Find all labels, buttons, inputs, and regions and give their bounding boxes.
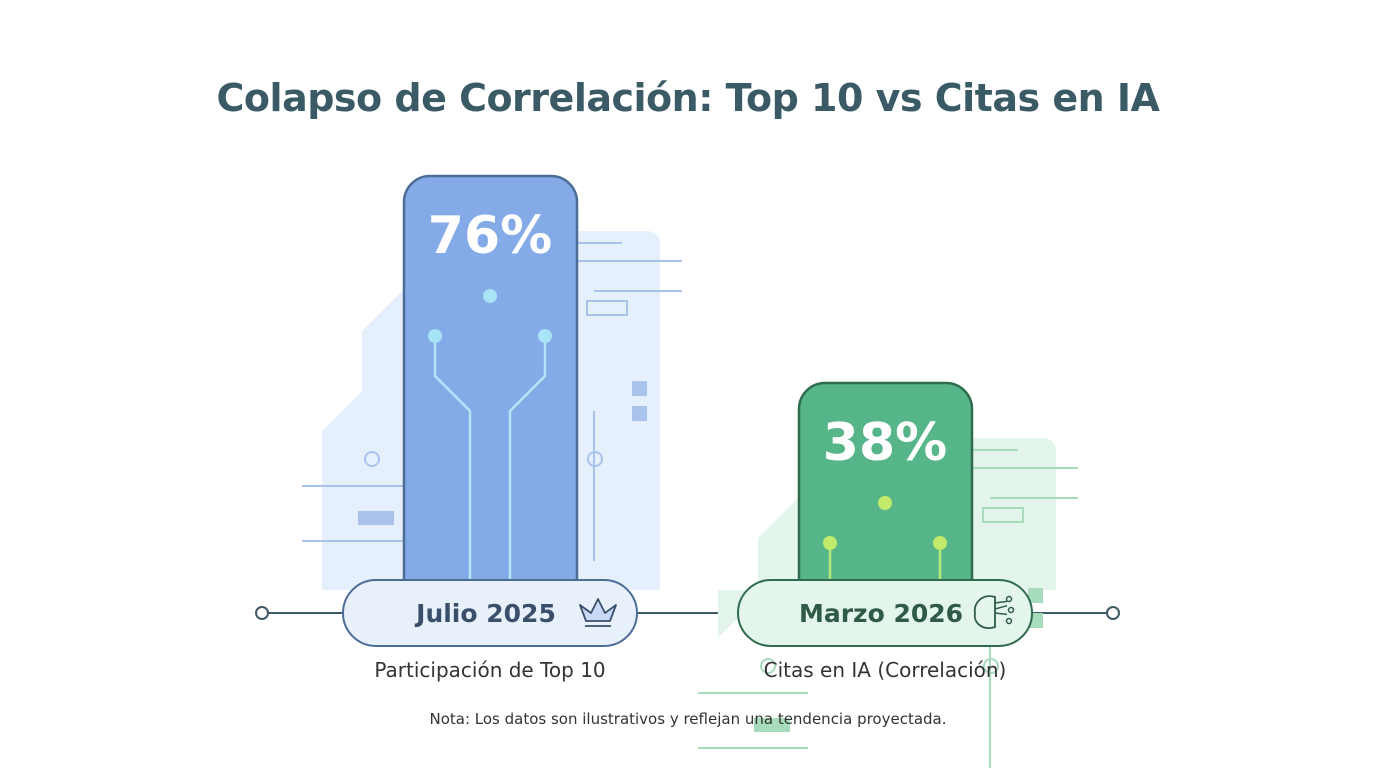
circuit-chip (1028, 588, 1043, 603)
circuit-chip (754, 718, 790, 732)
category-label-2: Citas en IA (Correlación) (763, 658, 1007, 682)
crown-shape (579, 598, 617, 622)
brain-circuit-line (994, 600, 1008, 604)
brain-circuit-node (1005, 595, 1013, 603)
timeline-end-node (1106, 606, 1120, 620)
chart-title: Colapso de Correlación: Top 10 vs Citas … (216, 76, 1160, 120)
brain-circuit-node (1005, 617, 1013, 625)
bar-circuit-trace (433, 336, 472, 590)
brain-circuit-line (994, 612, 1008, 616)
bar-circuit-dot (878, 496, 892, 510)
circuit-chip (358, 511, 394, 525)
circuit-chip (586, 300, 628, 316)
bar-circuit-dot (823, 536, 837, 550)
category-pill-2 (737, 579, 1033, 647)
brain-shape (973, 595, 996, 629)
bar-circuit-dot (538, 329, 552, 343)
circuit-node (760, 658, 776, 674)
category-pill-1 (342, 579, 638, 647)
bar-circuit-trace (508, 336, 547, 590)
bar-circuit-dot (483, 289, 497, 303)
brain-circuit-node (1007, 606, 1015, 614)
circuit-chip (632, 381, 647, 396)
timeline-start-node (255, 606, 269, 620)
bar-value-label-1: 76% (428, 206, 552, 266)
category-pill-label-2: Marzo 2026 (799, 599, 963, 628)
circuit-node (983, 658, 999, 674)
footnote: Nota: Los datos son ilustrativos y refle… (429, 710, 947, 728)
crown-icon (579, 598, 617, 627)
category-label-1: Participación de Top 10 (374, 658, 606, 682)
category-pill-label-1: Julio 2025 (414, 599, 556, 628)
bar-circuit-dot (428, 329, 442, 343)
brain-circuit-line (994, 604, 1008, 610)
circuit-node (587, 451, 603, 467)
bar-group-1: 76% Julio 2025 (302, 174, 682, 647)
brain-circuit-icon (973, 595, 1015, 629)
bar-value-label-2: 38% (823, 413, 947, 473)
circuit-chip (982, 507, 1024, 523)
bar-group-2: 38% Marzo 2026 (698, 381, 1078, 768)
circuit-node (364, 451, 380, 467)
bar-circuit-dot (933, 536, 947, 550)
circuit-chip (632, 406, 647, 421)
